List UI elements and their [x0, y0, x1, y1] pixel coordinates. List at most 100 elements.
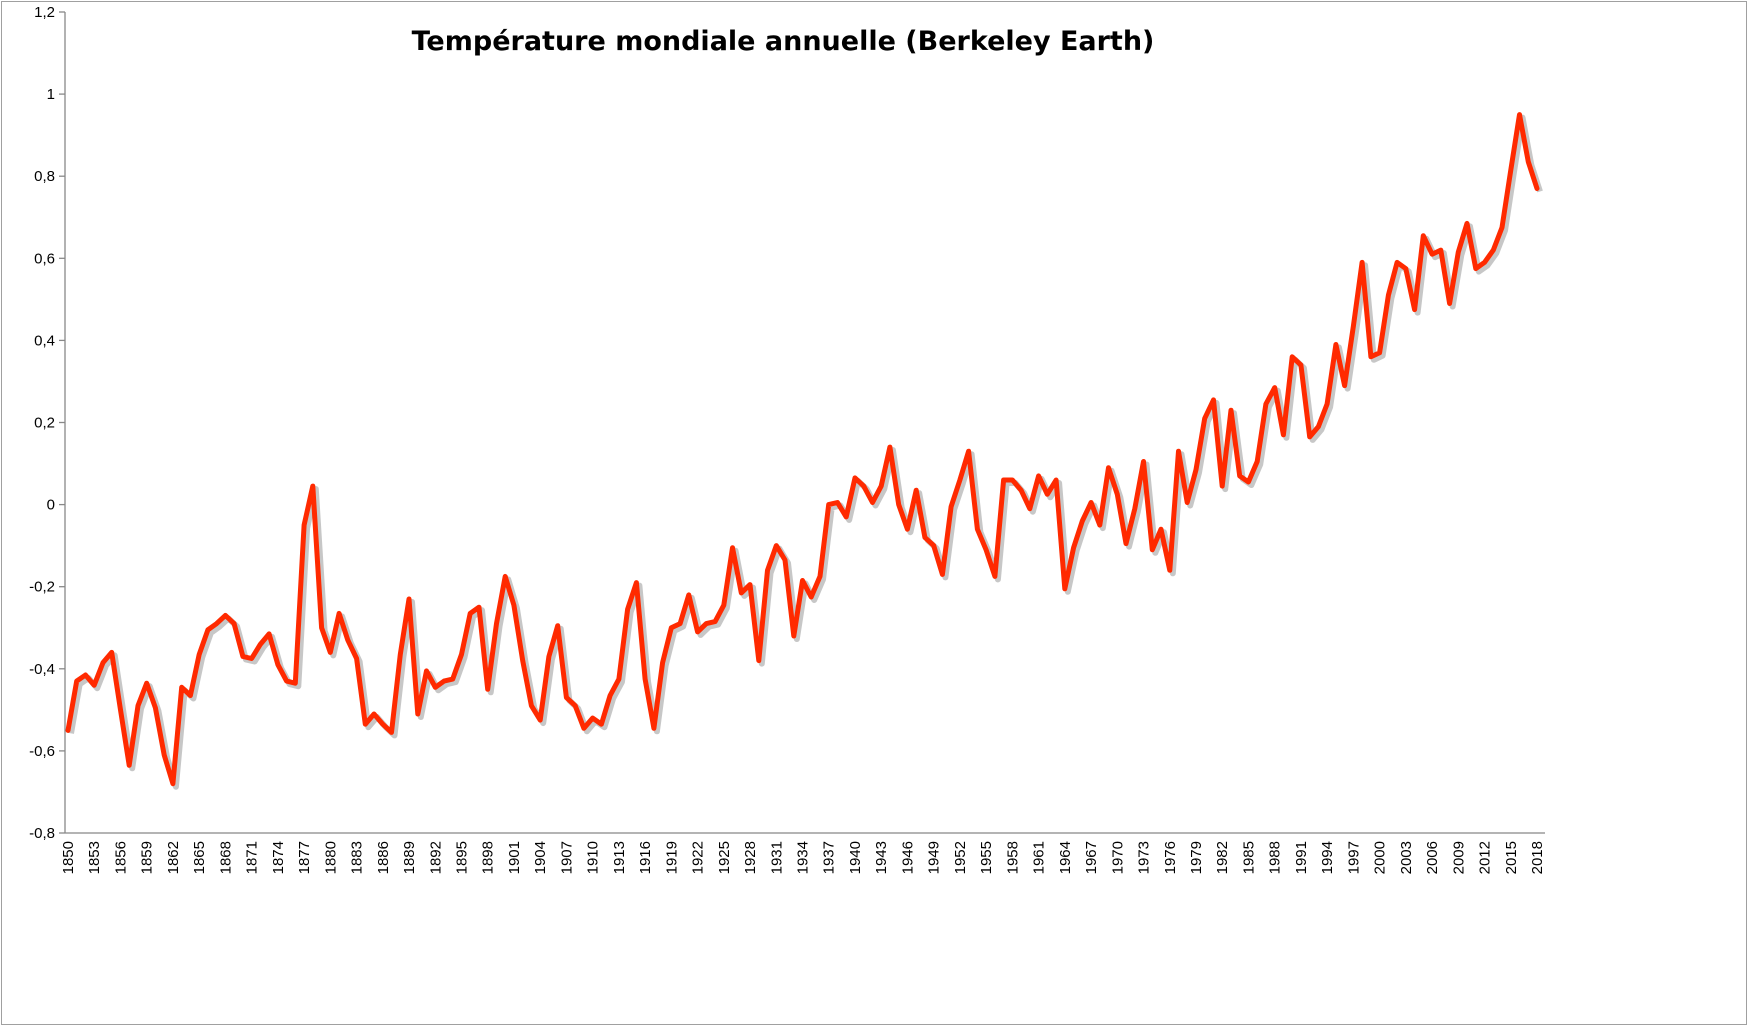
data-point — [1272, 385, 1277, 390]
x-tick-label: 1946 — [899, 841, 916, 874]
x-tick-label: 1949 — [926, 841, 943, 874]
data-point — [1115, 492, 1120, 497]
data-point — [1316, 424, 1321, 429]
data-point — [1237, 473, 1242, 478]
data-point — [1228, 408, 1233, 413]
data-point — [940, 572, 945, 577]
y-tick-label: -0,8 — [29, 825, 55, 842]
x-tick-label: 1943 — [873, 841, 890, 874]
data-point — [573, 703, 578, 708]
x-tick-label: 1922 — [690, 841, 707, 874]
x-tick-label: 1919 — [663, 841, 680, 874]
x-tick-label: 1940 — [847, 841, 864, 874]
x-tick-label: 1991 — [1293, 841, 1310, 874]
data-point — [1360, 260, 1365, 265]
data-point — [310, 484, 315, 489]
data-point — [555, 623, 560, 628]
data-point — [468, 611, 473, 616]
data-point — [407, 597, 412, 602]
data-point — [240, 654, 245, 659]
data-point — [599, 722, 604, 727]
x-tick-label: 1901 — [506, 841, 523, 874]
data-point — [389, 730, 394, 735]
data-point — [1106, 465, 1111, 470]
data-point — [485, 687, 490, 692]
data-point — [634, 580, 639, 585]
data-point — [905, 527, 910, 532]
data-point — [494, 621, 499, 626]
data-point — [564, 695, 569, 700]
data-point — [1456, 250, 1461, 255]
data-point — [608, 693, 613, 698]
x-tick-label: 1937 — [821, 841, 838, 874]
x-tick-label: 1859 — [139, 841, 156, 874]
data-point — [1535, 186, 1540, 191]
data-point — [748, 582, 753, 587]
data-point — [153, 705, 158, 710]
data-point — [66, 728, 71, 733]
x-tick-label: 1952 — [952, 841, 969, 874]
data-point — [1255, 459, 1260, 464]
data-point — [1263, 402, 1268, 407]
data-point — [1325, 402, 1330, 407]
x-tick-label: 2009 — [1450, 841, 1467, 874]
data-point — [1473, 266, 1478, 271]
data-point — [1010, 477, 1015, 482]
data-point — [992, 574, 997, 579]
data-point — [546, 654, 551, 659]
x-tick-label: 1850 — [60, 841, 77, 874]
x-tick-label: 1871 — [244, 841, 261, 874]
data-point — [1220, 484, 1225, 489]
x-tick-label: 1931 — [768, 841, 785, 874]
data-point — [267, 631, 272, 636]
data-point — [704, 621, 709, 626]
data-point — [922, 535, 927, 540]
data-point — [135, 703, 140, 708]
data-point — [1132, 506, 1137, 511]
data-point — [450, 677, 455, 682]
series-line — [65, 112, 1540, 787]
data-point — [1465, 221, 1470, 226]
x-tick-label: 1907 — [558, 841, 575, 874]
data-point — [118, 707, 123, 712]
data-point — [1202, 416, 1207, 421]
data-point — [1430, 252, 1435, 257]
x-tick-label: 1961 — [1031, 841, 1048, 874]
data-point — [887, 445, 892, 450]
data-point — [1281, 432, 1286, 437]
data-point — [170, 781, 175, 786]
x-tick-label: 2012 — [1477, 841, 1494, 874]
data-point — [1141, 459, 1146, 464]
data-point — [1482, 260, 1487, 265]
data-point — [372, 711, 377, 716]
data-point — [835, 500, 840, 505]
x-tick-label: 1997 — [1345, 841, 1362, 874]
data-point — [284, 679, 289, 684]
data-point — [459, 652, 464, 657]
data-point — [695, 629, 700, 634]
data-point — [1176, 449, 1181, 454]
x-tick-label: 1985 — [1240, 841, 1257, 874]
data-point — [275, 662, 280, 667]
data-point — [92, 683, 97, 688]
data-point — [625, 607, 630, 612]
data-point — [966, 449, 971, 454]
data-point — [1001, 477, 1006, 482]
data-point — [1185, 500, 1190, 505]
data-point — [302, 523, 307, 528]
series-layer — [65, 112, 1543, 790]
data-point — [1421, 233, 1426, 238]
data-point — [1290, 354, 1295, 359]
data-point — [896, 502, 901, 507]
data-point — [739, 590, 744, 595]
data-point — [293, 681, 298, 686]
data-point — [415, 711, 420, 716]
data-point — [678, 621, 683, 626]
x-tick-label: 2006 — [1424, 841, 1441, 874]
data-point — [651, 726, 656, 731]
data-point — [957, 477, 962, 482]
data-point — [590, 716, 595, 721]
y-tick-label: 1,2 — [34, 4, 55, 21]
